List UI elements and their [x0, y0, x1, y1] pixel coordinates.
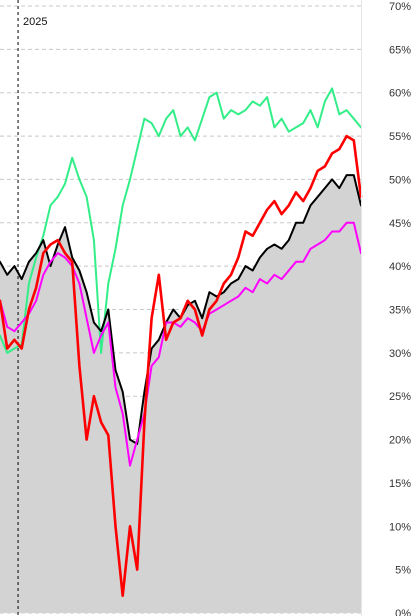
y-tick-label: 10% [389, 521, 411, 533]
y-tick-label: 15% [389, 478, 411, 490]
y-axis-ticks: 0% 5% 10% 15% 20% 25% 30% 35% 40% 45% 50% 55% 60% 65%… [389, 1, 411, 616]
y-tick-label: 35% [389, 305, 411, 317]
series-lines [0, 87, 363, 597]
y-tick-label: 0% [395, 608, 411, 616]
y-tick-label: 45% [389, 218, 411, 230]
series-area-fill [0, 175, 361, 614]
y-tick-label: 65% [389, 44, 411, 56]
y-tick-label: 40% [389, 261, 411, 273]
series-line-3 [0, 87, 362, 354]
y-tick-label: 20% [389, 435, 411, 447]
y-tick-label: 5% [395, 565, 411, 577]
y-tick-label: 25% [389, 391, 411, 403]
y-tick-label: 30% [389, 348, 411, 360]
y-tick-label: 70% [389, 1, 411, 13]
year-marker-label: 2025 [23, 16, 47, 28]
y-tick-label: 50% [389, 174, 411, 186]
y-tick-label: 60% [389, 88, 411, 100]
series-line-1 [0, 221, 362, 467]
series-line-2 [0, 134, 363, 597]
area-fill [0, 175, 361, 614]
y-tick-label: 55% [389, 131, 411, 143]
year-marker: 2025 [17, 0, 48, 616]
